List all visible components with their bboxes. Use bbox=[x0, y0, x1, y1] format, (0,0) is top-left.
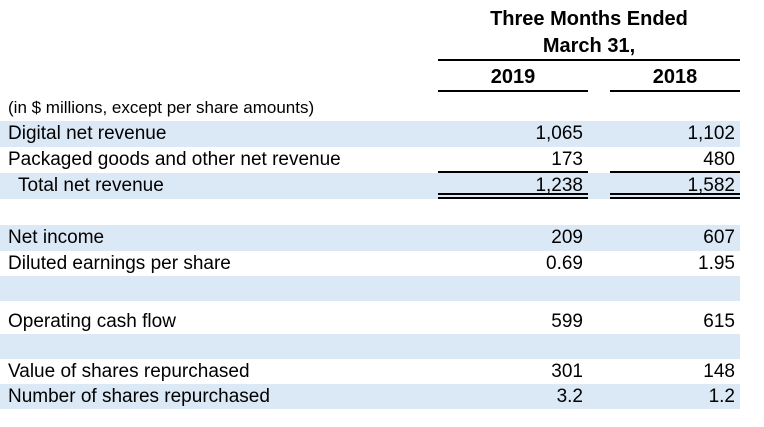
row-diluted-eps: Diluted earnings per share 0.69 1.95 bbox=[0, 251, 740, 276]
year-header-2018: 2018 bbox=[610, 64, 740, 92]
column-gap bbox=[588, 147, 610, 173]
row-label: Diluted earnings per share bbox=[8, 253, 231, 274]
column-gap bbox=[588, 173, 610, 199]
value-2018: 615 bbox=[703, 311, 735, 332]
row-label: Value of shares repurchased bbox=[8, 361, 250, 382]
value-2019: 0.69 bbox=[546, 253, 583, 274]
row-label: Number of shares repurchased bbox=[8, 386, 270, 407]
value-2019: 3.2 bbox=[556, 386, 583, 407]
column-gap bbox=[588, 64, 610, 92]
value-2019: 301 bbox=[551, 361, 583, 382]
value-2019: 173 bbox=[438, 147, 588, 173]
spacer-row bbox=[0, 301, 740, 309]
value-2018: 1,582 bbox=[610, 173, 740, 199]
period-header: Three Months Ended March 31, 2019 2018 bbox=[438, 0, 740, 92]
row-number-shares-repurchased: Number of shares repurchased 3.2 1.2 bbox=[0, 384, 740, 409]
value-2018: 607 bbox=[703, 227, 735, 248]
period-title-line2: March 31, bbox=[542, 35, 636, 57]
column-gap bbox=[588, 225, 610, 251]
row-label: Net income bbox=[8, 227, 105, 248]
row-label: Packaged goods and other net revenue bbox=[8, 149, 341, 170]
row-value-shares-repurchased: Value of shares repurchased 301 148 bbox=[0, 359, 740, 384]
value-2018: 1,102 bbox=[687, 123, 735, 144]
value-2019: 599 bbox=[551, 311, 583, 332]
row-net-income: Net income 209 607 bbox=[0, 225, 740, 251]
column-gap bbox=[588, 359, 610, 384]
value-2018: 1.2 bbox=[708, 386, 735, 407]
year-header-row: 2019 2018 bbox=[438, 64, 740, 92]
spacer-row bbox=[0, 276, 740, 301]
spacer-row bbox=[0, 334, 740, 359]
row-total-net-revenue: Total net revenue 1,238 1,582 bbox=[0, 173, 740, 199]
value-2018: 480 bbox=[610, 147, 740, 173]
spacer-row bbox=[0, 199, 740, 225]
period-title-line2-wrap: March 31, bbox=[438, 33, 740, 61]
row-packaged-goods-net-revenue: Packaged goods and other net revenue 173… bbox=[0, 147, 740, 173]
row-digital-net-revenue: Digital net revenue 1,065 1,102 bbox=[0, 121, 740, 147]
row-operating-cash-flow: Operating cash flow 599 615 bbox=[0, 309, 740, 334]
value-2019: 1,238 bbox=[438, 173, 588, 199]
value-2019: 1,065 bbox=[535, 123, 583, 144]
column-gap bbox=[588, 121, 610, 147]
period-title-line1: Three Months Ended bbox=[490, 8, 688, 30]
units-note: (in $ millions, except per share amounts… bbox=[8, 98, 315, 117]
value-2019: 209 bbox=[551, 227, 583, 248]
year-header-2019: 2019 bbox=[438, 64, 588, 92]
column-gap bbox=[588, 251, 610, 276]
row-label: Operating cash flow bbox=[8, 311, 176, 332]
column-gap bbox=[588, 384, 610, 409]
value-2018: 148 bbox=[703, 361, 735, 382]
row-label: Digital net revenue bbox=[8, 123, 167, 144]
column-gap bbox=[588, 309, 610, 334]
value-2018: 1.95 bbox=[698, 253, 735, 274]
row-label: Total net revenue bbox=[18, 175, 164, 196]
